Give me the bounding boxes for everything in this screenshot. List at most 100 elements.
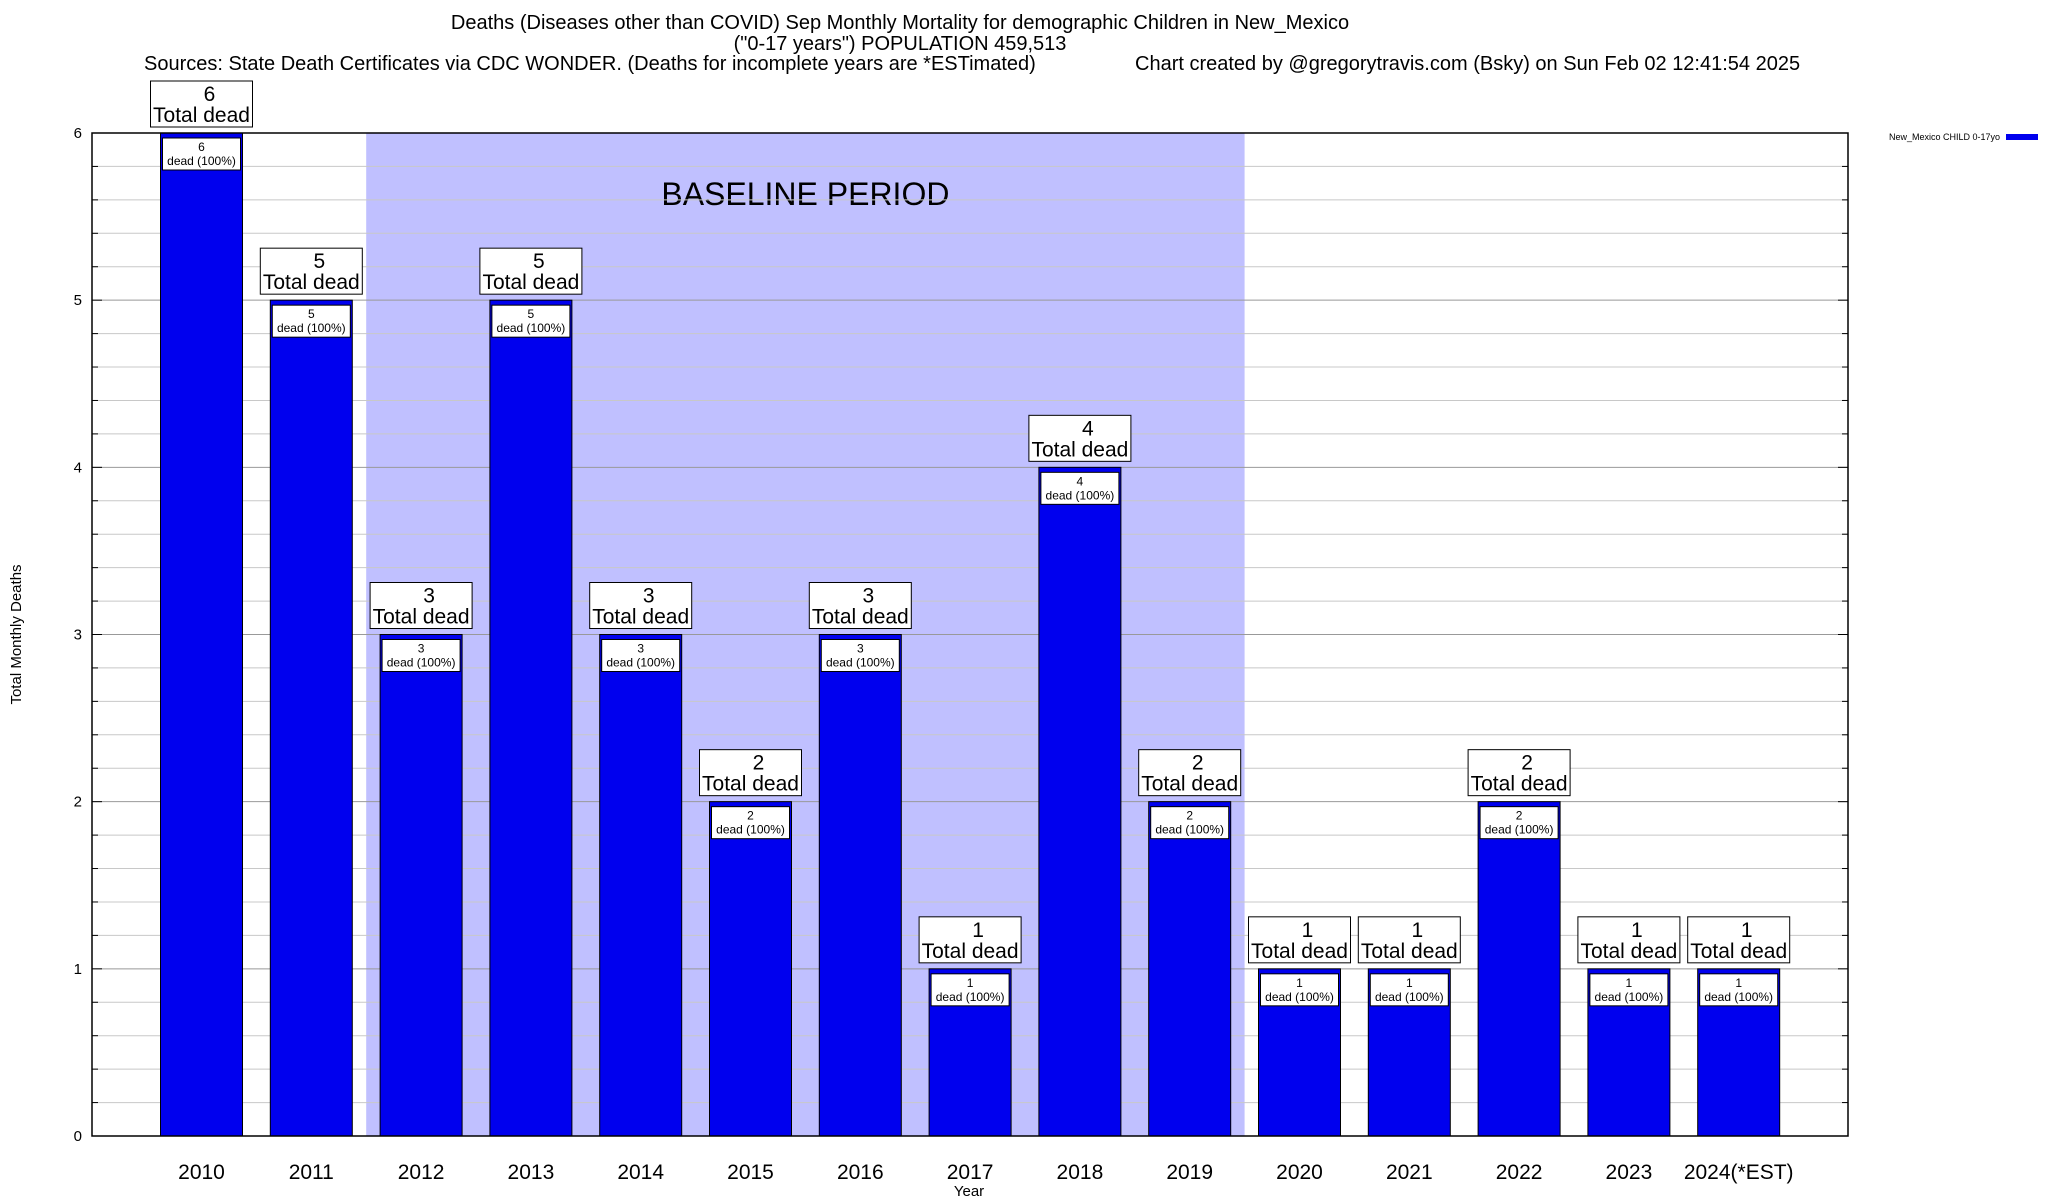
- bar-inner-caption: dead (100%): [1155, 823, 1224, 837]
- total-label-box: [1577, 916, 1681, 964]
- bar-inner-label-box: [711, 806, 790, 840]
- bar-inner-value: 6: [198, 140, 205, 154]
- legend-swatch: [2006, 134, 2038, 140]
- bar-inner-value: 1: [1735, 976, 1742, 990]
- chart-sources: Sources: State Death Certificates via CD…: [144, 53, 1036, 75]
- bar-inner-value: 1: [1296, 976, 1303, 990]
- x-tick-label: 2016: [837, 1161, 884, 1184]
- total-value: 1: [1302, 919, 1314, 942]
- plot-frame: [91, 132, 1849, 1137]
- total-label-box: [1357, 916, 1461, 964]
- total-label-box: [699, 749, 802, 797]
- total-caption: Total dead: [592, 606, 689, 629]
- total-value: 4: [1082, 417, 1094, 440]
- x-tick-label: 2015: [727, 1161, 774, 1184]
- bar-inner-caption: dead (100%): [167, 154, 236, 168]
- bar-inner-caption: dead (100%): [1485, 823, 1554, 837]
- bar-inner-caption: dead (100%): [1046, 488, 1115, 502]
- bar-inner-caption: dead (100%): [277, 321, 346, 335]
- total-label-box: [918, 916, 1022, 964]
- bar-inner-label-box: [491, 304, 571, 338]
- x-tick-label: 2022: [1496, 1161, 1543, 1184]
- total-label-box: [1248, 916, 1351, 964]
- bar-inner-value: 2: [1186, 809, 1193, 823]
- total-label-box: [589, 582, 693, 629]
- baseline-label: BASELINE PERIOD: [661, 176, 949, 212]
- total-value: 2: [1192, 752, 1204, 775]
- bar: [269, 299, 353, 1137]
- bar-inner-label-box: [162, 137, 241, 171]
- x-tick-label: 2014: [617, 1161, 664, 1184]
- total-label-box: [259, 247, 363, 295]
- x-tick-label: 2013: [508, 1161, 555, 1184]
- total-label-box: [808, 582, 912, 629]
- bar-inner-value: 4: [1077, 474, 1084, 488]
- total-caption: Total dead: [153, 104, 250, 127]
- chart-credit: Chart created by @gregorytravis.com (Bsk…: [1135, 53, 1801, 75]
- chart-bars: [160, 132, 1781, 1137]
- total-value: 1: [1631, 919, 1643, 942]
- bar-inner-value: 5: [528, 307, 535, 321]
- total-value: 1: [972, 919, 984, 942]
- bar-inner-label-box: [930, 973, 1010, 1007]
- bar-inner-label-box: [1479, 806, 1559, 840]
- total-caption: Total dead: [263, 271, 360, 294]
- x-tick-label: 2019: [1166, 1161, 1213, 1184]
- bar: [1148, 801, 1232, 1137]
- y-tick-label: 1: [74, 961, 82, 978]
- total-value: 6: [204, 83, 216, 106]
- total-caption: Total dead: [1471, 773, 1568, 796]
- total-value: 5: [533, 250, 545, 273]
- total-label-box: [479, 247, 583, 295]
- bar-inner-caption: dead (100%): [606, 656, 675, 670]
- total-label-box: [1028, 414, 1132, 462]
- total-label-box: [150, 80, 253, 128]
- y-tick-label: 3: [74, 627, 82, 644]
- bar: [160, 132, 243, 1137]
- bar: [489, 299, 573, 1137]
- bar: [818, 634, 902, 1137]
- total-label-box: [1138, 749, 1242, 797]
- total-value: 3: [423, 585, 435, 608]
- x-tick-label: 2010: [178, 1161, 225, 1184]
- bar-inner-value: 3: [637, 642, 644, 656]
- total-caption: Total dead: [482, 271, 579, 294]
- total-caption: Total dead: [1361, 940, 1458, 963]
- y-tick-label: 4: [74, 459, 82, 476]
- legend-label: New_Mexico CHILD 0-17yo: [1889, 132, 2000, 142]
- total-label-box: [369, 582, 473, 629]
- bar-inner-caption: dead (100%): [936, 990, 1005, 1004]
- bar-inner-label-box: [1040, 471, 1120, 505]
- total-caption: Total dead: [1141, 773, 1238, 796]
- bar-inner-value: 1: [967, 976, 974, 990]
- y-tick-label: 2: [74, 794, 82, 811]
- total-value: 3: [862, 585, 874, 608]
- bar-inner-caption: dead (100%): [497, 321, 566, 335]
- x-tick-label: 2017: [947, 1161, 994, 1184]
- bar: [599, 634, 683, 1137]
- total-caption: Total dead: [1031, 438, 1128, 461]
- bar-inner-label-box: [601, 639, 681, 672]
- total-value: 2: [753, 752, 765, 775]
- bar: [709, 801, 792, 1137]
- total-label-box: [1687, 916, 1791, 964]
- bar-inner-label-box: [820, 639, 900, 672]
- total-value: 5: [313, 250, 325, 273]
- y-tick-label: 6: [74, 125, 82, 142]
- x-tick-label: 2012: [398, 1161, 445, 1184]
- chart-subtitle: ("0-17 years") POPULATION 459,513: [733, 33, 1067, 55]
- bar: [379, 634, 463, 1137]
- total-label-box: [1467, 749, 1571, 797]
- bar-inner-caption: dead (100%): [387, 656, 456, 670]
- bar-inner-label-box: [1150, 806, 1230, 840]
- total-caption: Total dead: [922, 940, 1019, 963]
- total-caption: Total dead: [702, 773, 799, 796]
- legend: New_Mexico CHILD 0-17yo: [1889, 132, 2038, 142]
- bar-inner-label-box: [1589, 973, 1669, 1007]
- x-tick-label: 2021: [1386, 1161, 1433, 1184]
- total-caption: Total dead: [1251, 940, 1348, 963]
- x-axis-label: Year: [954, 1183, 984, 1200]
- bar-inner-value: 1: [1406, 976, 1413, 990]
- bar: [1477, 801, 1561, 1137]
